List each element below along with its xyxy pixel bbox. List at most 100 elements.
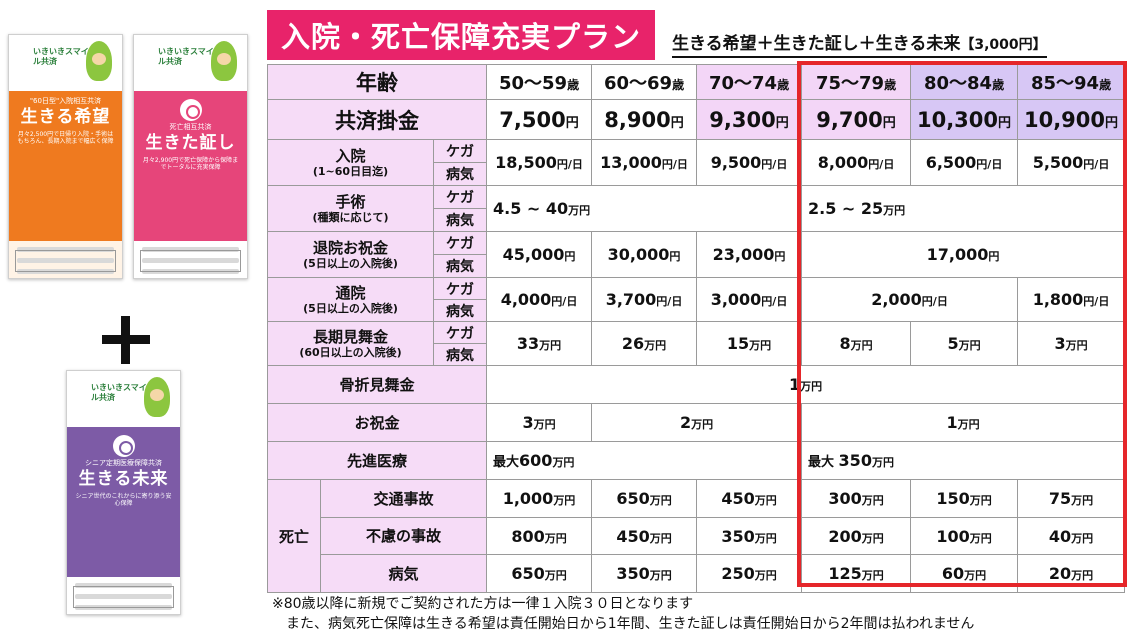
value-cell: 1万円: [486, 365, 1126, 404]
injury-label: ケガ: [432, 277, 488, 300]
illness-label: 病気: [432, 343, 488, 366]
fee-cell: 9,700円: [801, 99, 912, 140]
brochure-title: 生きた証し: [145, 133, 236, 154]
fracture-label: 骨折見舞金: [266, 365, 488, 404]
brochure-top-text: "60日型"入院相互共済: [29, 97, 102, 105]
celebration-label: お祝金: [266, 403, 488, 442]
illness-label: 病気: [432, 254, 488, 278]
death-label: 死亡: [267, 479, 321, 593]
table-row: 年齢 50〜59歳 60〜69歳 70〜74歳 75〜79歳 80〜84歳 85…: [266, 64, 1126, 100]
value-cell: 3,000円/日: [696, 277, 803, 322]
value-cell: 3万円: [1017, 321, 1126, 366]
value-cell: 26万円: [591, 321, 698, 366]
value-cell: 250万円: [696, 554, 803, 593]
value-cell: 3,700円/日: [591, 277, 698, 322]
value-cell: 最大600万円: [486, 441, 803, 480]
injury-label: ケガ: [432, 139, 488, 163]
value-cell: 3万円: [486, 403, 593, 442]
age-cell: 60〜69歳: [591, 64, 698, 100]
value-cell: 最大 350万円: [801, 441, 1126, 480]
age-cell: 85〜94歳: [1017, 64, 1126, 100]
brochure-logo: いきいきスマイル共済: [67, 371, 180, 427]
fee-label: 共済掛金: [266, 99, 488, 140]
table-row: 骨折見舞金 1万円: [266, 365, 1126, 404]
table-row: 病気: [268, 162, 1125, 186]
table-row: 病気 650万円 350万円 250万円 125万円 60万円 20万円: [268, 554, 1126, 593]
illness-death-label: 病気: [319, 554, 488, 593]
value-cell: 18,500円/日: [486, 139, 593, 186]
brochure-title: 生きる希望: [20, 107, 111, 128]
value-cell: 1,000万円: [486, 479, 593, 518]
fee-cell: 9,300円: [696, 99, 803, 140]
hospital-label: 入院 (1~60日目迄): [267, 139, 434, 186]
value-cell: 8,000円/日: [801, 139, 912, 186]
surgery-label: 手術 (種類に応じて): [267, 185, 434, 232]
footnote-line: ※80歳以降に新規でご契約された方は一律１入院３０日となります: [272, 596, 694, 612]
value-cell: 650万円: [486, 554, 593, 593]
brochure-ikiru-mirai: いきいきスマイル共済 シニア定期医療保障共済 生きる未来 シニア世代のこれからに…: [66, 370, 181, 615]
value-cell: 1万円: [801, 403, 1126, 442]
value-cell: 5,500円/日: [1017, 139, 1126, 186]
table-row: 共済掛金 7,500円 8,900円 9,300円 9,700円 10,300円…: [266, 99, 1126, 140]
plan-subtitle-text: 生きる希望＋生きた証し＋生きる未来: [672, 34, 961, 54]
illness-label: 病気: [432, 208, 488, 232]
brochure-band: "60日型"入院相互共済 生きる希望 月々2,500円で日帰り入院・手術はもちろ…: [9, 91, 122, 241]
value-cell: 300万円: [801, 479, 912, 518]
table-row: 病気: [268, 254, 1125, 278]
illness-label: 病気: [432, 299, 488, 322]
fee-cell: 10,300円: [910, 99, 1019, 140]
fee-cell: 10,900円: [1017, 99, 1126, 140]
heart-circle-icon: [179, 99, 202, 121]
outpatient-label: 通院 (5日以上の入院後): [267, 277, 434, 322]
age-cell: 50〜59歳: [486, 64, 593, 100]
brochure-logo-text: いきいきスマイル共済: [91, 383, 147, 402]
fee-cell: 7,500円: [486, 99, 593, 140]
brochure-sub-text: 月々2,500円で日帰り入院・手術はもちろん、長期入院まで幅広く保障: [17, 130, 114, 146]
footnote: ※80歳以降に新規でご契約された方は一律１入院３０日となります また、病気死亡保…: [272, 594, 974, 634]
value-cell: 13,000円/日: [591, 139, 698, 186]
brochure-top-text: 死亡相互共済: [169, 123, 212, 131]
table-row: 病気: [268, 299, 1125, 322]
table-row: 不慮の事故 800万円 450万円 350万円 200万円 100万円 40万円: [268, 517, 1126, 555]
brochure-sub-text: シニア世代のこれからに寄り添う安心保障: [75, 492, 172, 508]
table-row: お祝金 3万円 2万円 1万円: [266, 403, 1126, 442]
traffic-label: 交通事故: [319, 479, 488, 518]
mascot-icon: [86, 41, 112, 81]
injury-label: ケガ: [432, 231, 488, 255]
value-cell: 450万円: [591, 517, 698, 555]
brochure-logo-text: いきいきスマイル共済: [33, 47, 89, 66]
table-row: 入院 (1~60日目迄) ケガ 18,500円/日 13,000円/日 9,500…: [267, 139, 1126, 186]
mascot-icon: [211, 41, 237, 81]
value-cell: 350万円: [591, 554, 698, 593]
value-cell: 45,000円: [486, 231, 593, 278]
brochure-logo: いきいきスマイル共済: [9, 35, 122, 91]
table-row: 死亡 交通事故 1,000万円 650万円 450万円 300万円 150万円 …: [267, 479, 1126, 593]
plan-title: 入院・死亡保障充実プラン: [267, 10, 655, 60]
value-cell: 200万円: [801, 517, 912, 555]
brochure-footer: [73, 586, 174, 608]
fee-cell: 8,900円: [591, 99, 698, 140]
value-cell: 17,000円: [801, 231, 1126, 278]
illness-label: 病気: [432, 162, 488, 186]
brochure-footer: [15, 250, 116, 272]
brochure-top-text: シニア定期医療保障共済: [85, 459, 162, 467]
age-cell: 75〜79歳: [801, 64, 912, 100]
brochure-band: 死亡相互共済 生きた証し 月々2,900円で死亡保障から保障までトータルに充実保…: [134, 91, 247, 241]
value-cell: 60万円: [910, 554, 1019, 593]
value-cell: 2.5 ~ 25万円: [801, 185, 1126, 232]
value-cell: 20万円: [1017, 554, 1126, 593]
value-cell: 1,800円/日: [1017, 277, 1126, 322]
value-cell: 9,500円/日: [696, 139, 803, 186]
brochure-ikita-akashi: いきいきスマイル共済 死亡相互共済 生きた証し 月々2,900円で死亡保障から保…: [133, 34, 248, 279]
discharge-label: 退院お祝金 (5日以上の入院後): [267, 231, 434, 278]
brochure-footer: [140, 250, 241, 272]
value-cell: 2万円: [591, 403, 803, 442]
value-cell: 15万円: [696, 321, 803, 366]
injury-label: ケガ: [432, 185, 488, 209]
table-row: 長期見舞金 (60日以上の入院後) ケガ 33万円 26万円 15万円 8万円 5…: [267, 321, 1126, 366]
footnote-line: また、病気死亡保障は生きる希望は責任開始日から1年間、生きた証しは責任開始日から…: [286, 616, 975, 632]
brochure-ikiru-kibou: いきいきスマイル共済 "60日型"入院相互共済 生きる希望 月々2,500円で日…: [8, 34, 123, 279]
value-cell: 350万円: [696, 517, 803, 555]
age-label: 年齢: [266, 64, 488, 100]
injury-label: ケガ: [432, 321, 488, 344]
